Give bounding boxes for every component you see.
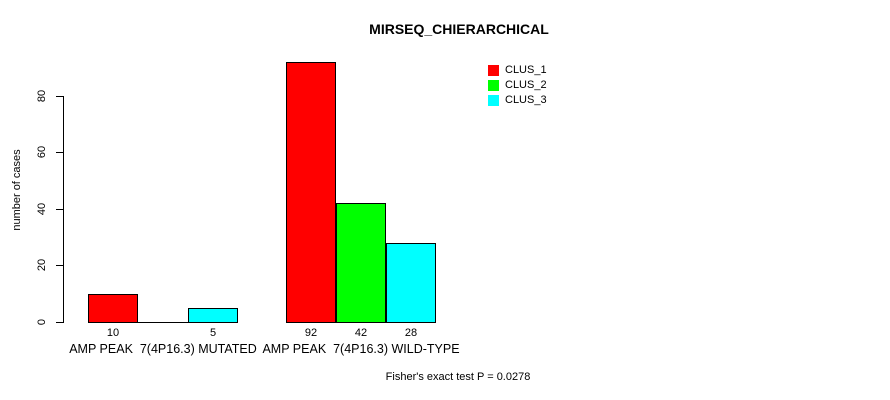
legend-label: CLUS_2 <box>505 79 547 91</box>
x-category-label: AMP PEAK 7(4P16.3) WILD-TYPE <box>262 342 460 356</box>
y-tick-mark <box>56 209 63 210</box>
y-axis-label: number of cases <box>11 149 23 231</box>
chart-title: MIRSEQ_CHIERARCHICAL <box>369 21 549 37</box>
y-axis-line <box>63 96 64 323</box>
bar-value-label: 10 <box>106 327 120 339</box>
annotation-pvalue: Fisher's exact test P = 0.0278 <box>385 371 531 383</box>
legend: CLUS_1 CLUS_2 CLUS_3 <box>488 63 547 108</box>
bar-clus_3 <box>386 243 436 323</box>
legend-swatch-clus_3 <box>488 95 499 106</box>
y-tick-mark <box>56 265 63 266</box>
y-tick-label: 40 <box>36 202 48 216</box>
legend-item: CLUS_3 <box>488 93 547 108</box>
bar-value-label: 28 <box>404 327 418 339</box>
y-tick-label: 60 <box>36 145 48 159</box>
y-tick-label: 0 <box>36 318 48 326</box>
bar-clus_1 <box>88 294 138 323</box>
legend-label: CLUS_3 <box>505 94 547 106</box>
bar-clus_1 <box>286 62 336 323</box>
legend-item: CLUS_2 <box>488 78 547 93</box>
bar-value-label: 5 <box>209 327 217 339</box>
y-tick-label: 20 <box>36 258 48 272</box>
bar-value-label: 92 <box>304 327 318 339</box>
legend-swatch-clus_2 <box>488 80 499 91</box>
bar-clus_2 <box>336 203 386 323</box>
bar-value-label: 42 <box>354 327 368 339</box>
bar-clus_2-zero <box>138 322 188 323</box>
y-tick-mark <box>56 152 63 153</box>
y-tick-mark <box>56 96 63 97</box>
y-tick-mark <box>56 322 63 323</box>
legend-label: CLUS_1 <box>505 64 547 76</box>
x-category-label: AMP PEAK 7(4P16.3) MUTATED <box>69 342 257 356</box>
legend-swatch-clus_1 <box>488 65 499 76</box>
bar-clus_3 <box>188 308 238 323</box>
legend-item: CLUS_1 <box>488 63 547 78</box>
y-tick-label: 80 <box>36 89 48 103</box>
